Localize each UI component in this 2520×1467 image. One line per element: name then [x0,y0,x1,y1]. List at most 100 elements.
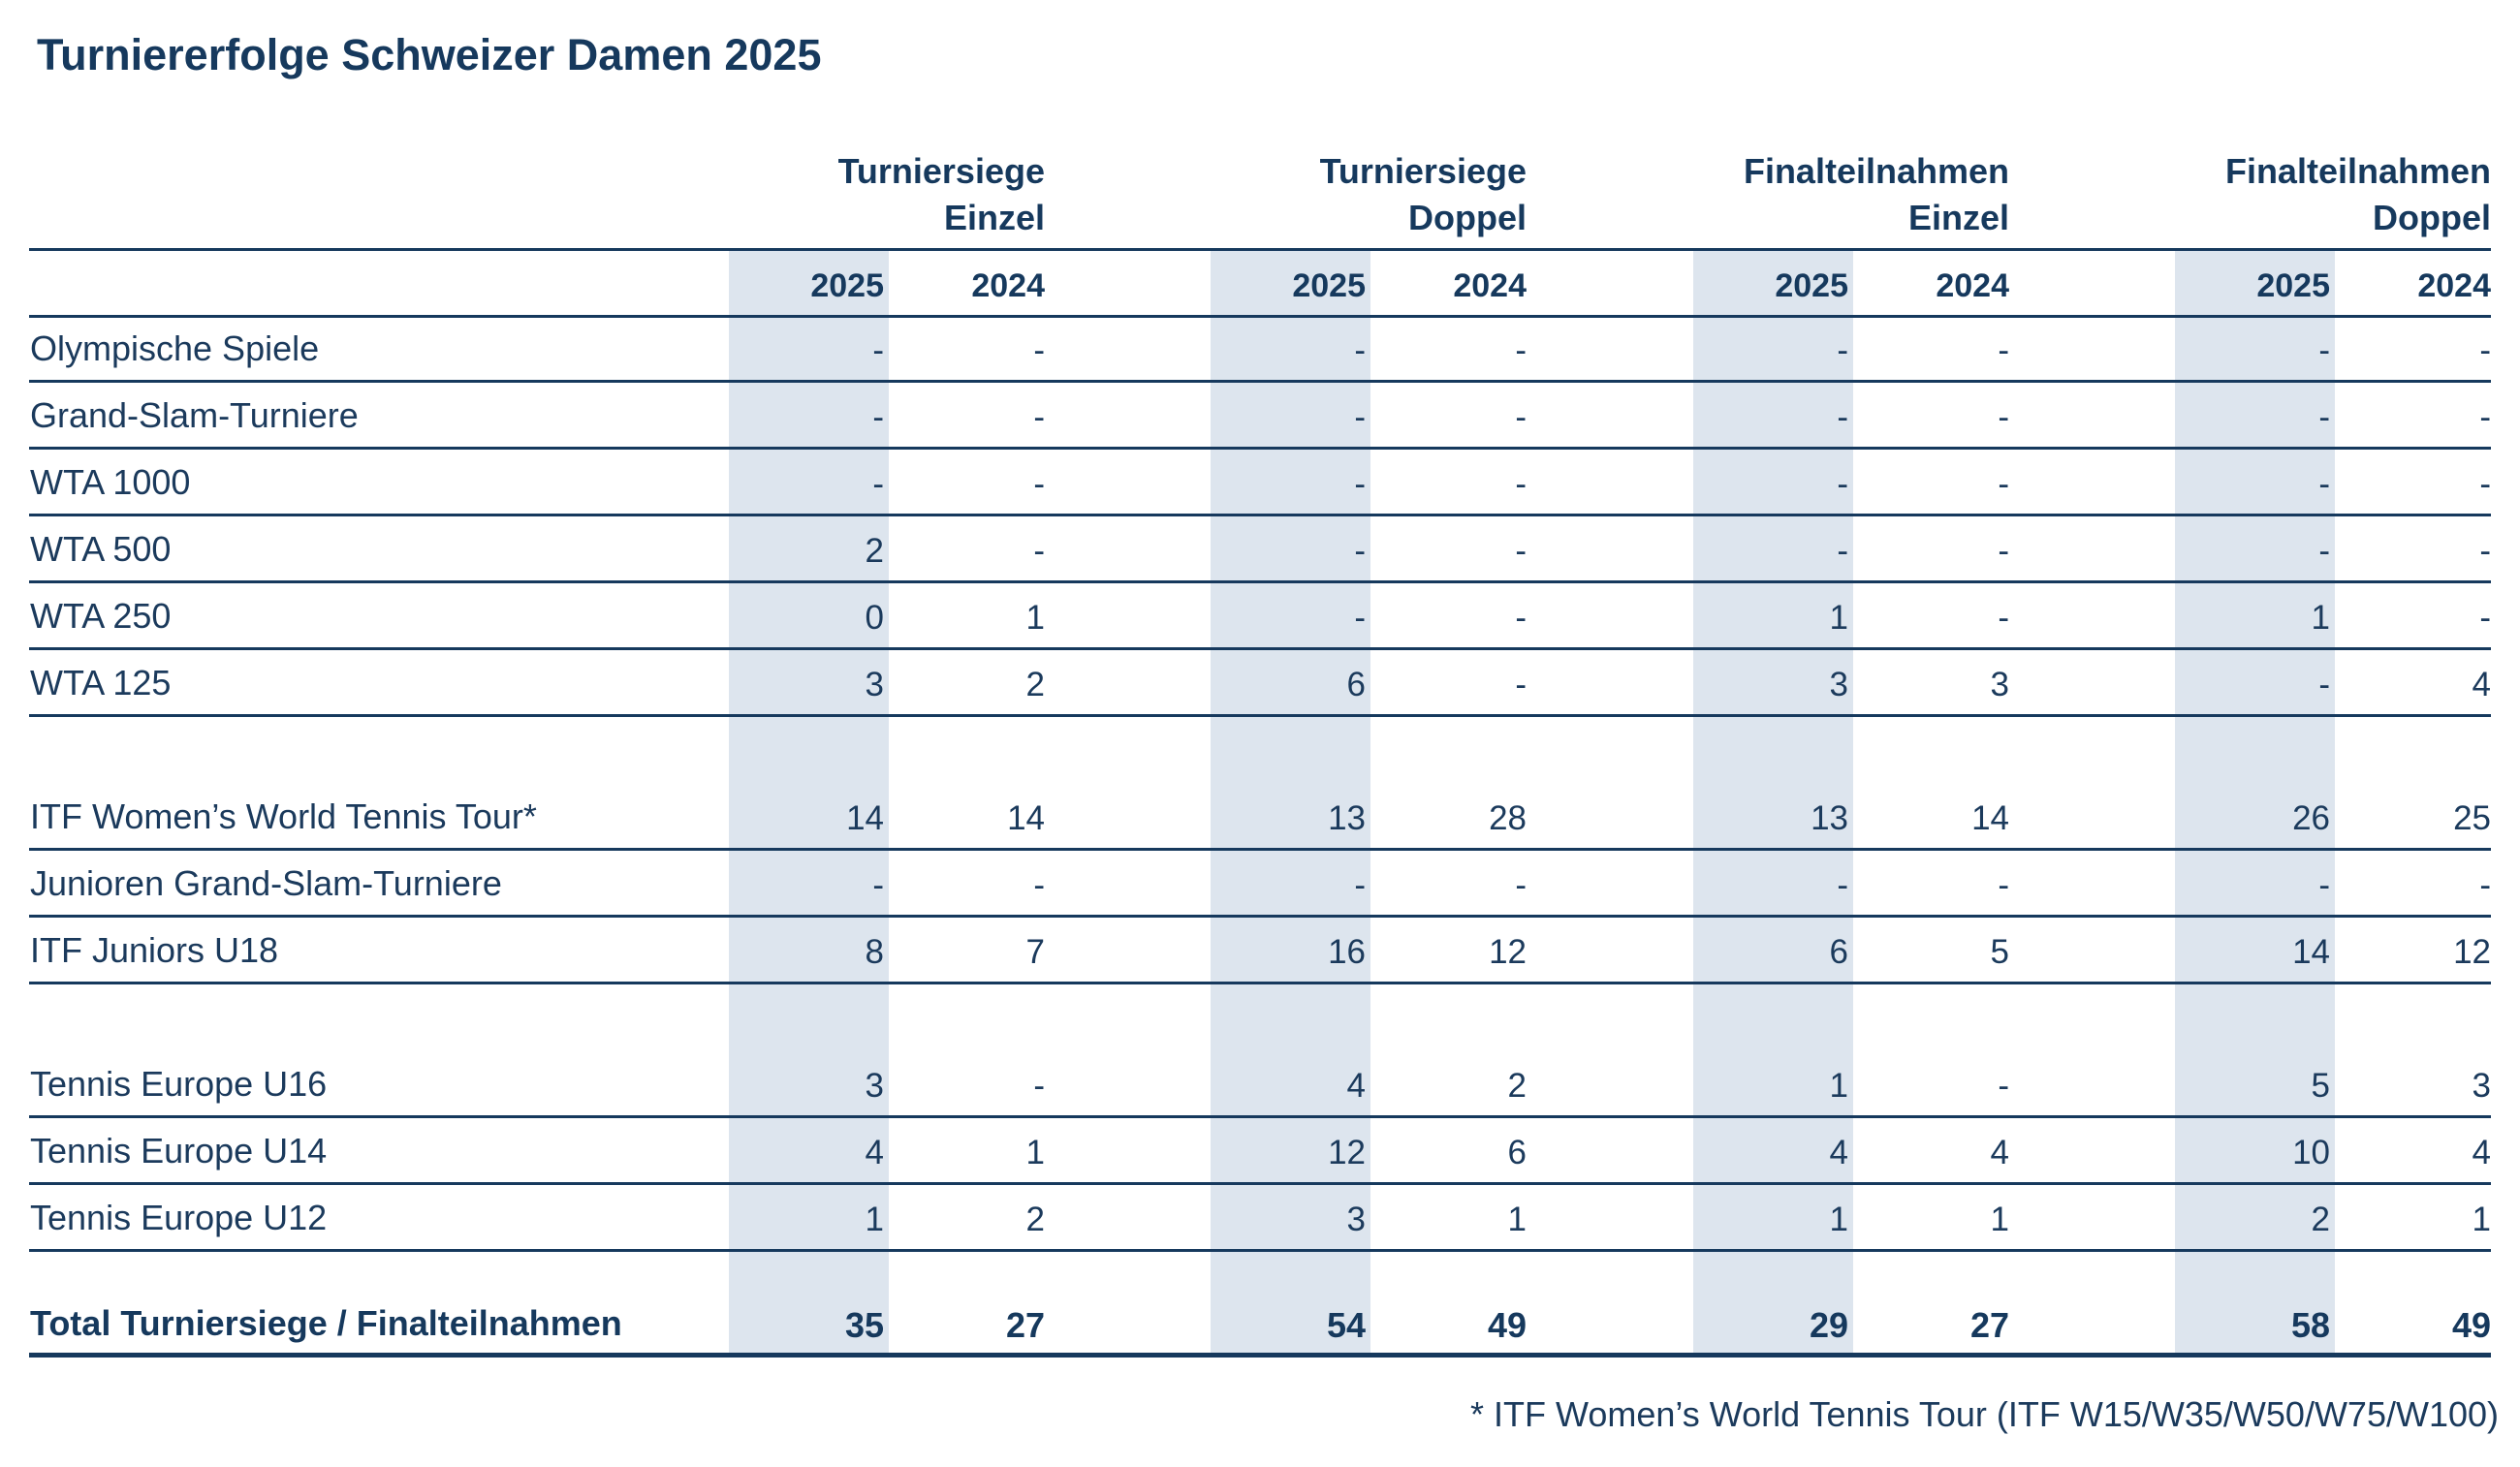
group-header-line2: Doppel [2373,198,2491,237]
table-cell: - [2318,532,2330,570]
group-header-line2: Doppel [1408,198,1527,237]
table-row: WTA 125 3 2 6 - 3 3 - 4 [0,651,2520,717]
table-row: Olympische Spiele - - - - - - - - [0,317,2520,383]
table-cell: 1 [2311,599,2330,637]
shade-column-4 [2175,250,2335,1353]
table-cell: - [2318,465,2330,503]
table-cell: 1 [1990,1201,2009,1238]
table-cell: - [1033,1067,1045,1105]
table-cell: 6 [1507,1134,1527,1171]
table-cell: - [2479,599,2491,637]
year-header: 2025 [810,267,884,304]
year-header-row: 2025 2024 2025 2024 2025 2024 2025 2024 [0,256,2520,316]
table-cell: - [1515,398,1527,436]
table-cell: 3 [865,666,884,703]
row-divider [29,647,2491,650]
table-cell: 10 [2292,1134,2330,1171]
table-row: Junioren Grand-Slam-Turniere - - - - - - - - [0,852,2520,918]
row-label: Grand-Slam-Turniere [30,395,359,435]
table-row: WTA 250 0 1 - - 1 - 1 - [0,584,2520,650]
table-cell: - [1515,666,1527,703]
table-cell: - [1354,465,1366,503]
table-cell: - [872,866,884,904]
table-cell: 49 [2451,1305,2491,1345]
table-cell: 13 [1328,799,1366,837]
table-row: WTA 1000 - - - - - - - - [0,451,2520,516]
table-cell: 3 [1346,1201,1366,1238]
table-cell: - [1033,331,1045,369]
table-cell: - [1837,331,1848,369]
row-label: Total Turniersiege / Finalteilnahmen [30,1303,622,1343]
table-row: Tennis Europe U16 3 - 4 2 1 - 5 3 [0,1052,2520,1118]
table-cell: 3 [1990,666,2009,703]
table-cell: - [1033,532,1045,570]
table-cell: 3 [865,1067,884,1105]
table-cell: 1 [1025,599,1045,637]
total-row: Total Turniersiege / Finalteilnahmen 35 … [0,1292,2520,1358]
year-header: 2024 [1453,267,1527,304]
year-rule [29,315,2491,318]
table-cell: - [872,331,884,369]
table-cell: 5 [1990,933,2009,971]
table-cell: - [1515,866,1527,904]
table-cell: - [1998,866,2009,904]
group-header-1: Turniersiege Einzel [764,148,1045,243]
table-cell: 49 [1487,1305,1527,1345]
table-cell: 27 [1969,1305,2009,1345]
table-cell: 25 [2453,799,2491,837]
table-cell: 5 [2311,1067,2330,1105]
table-cell: - [2318,331,2330,369]
table-cell: 58 [2290,1305,2330,1345]
table-cell: 4 [2472,1134,2491,1171]
row-divider [29,580,2491,583]
table-cell: 2 [1507,1067,1527,1105]
table-cell: - [1033,866,1045,904]
table-row: Grand-Slam-Turniere - - - - - - - - [0,384,2520,450]
year-header: 2024 [2417,267,2491,304]
table-cell: - [1998,465,2009,503]
table-cell: - [1354,398,1366,436]
table-cell: 0 [865,599,884,637]
table-cell: 3 [1829,666,1848,703]
table-cell: - [2479,532,2491,570]
table-cell: - [1354,866,1366,904]
table-cell: 12 [2453,933,2491,971]
table-cell: 6 [1829,933,1848,971]
table-cell: - [1837,532,1848,570]
row-divider [29,848,2491,851]
table-cell: - [1998,398,2009,436]
table-cell: 1 [1829,1201,1848,1238]
table-cell: 4 [1990,1134,2009,1171]
table-cell: 12 [1489,933,1527,971]
table-cell: - [872,465,884,503]
row-label: WTA 250 [30,596,172,636]
table-title: Turniererfolge Schweizer Damen 2025 [37,30,822,79]
shade-column-2 [1211,250,1370,1353]
group-header-line2: Einzel [943,198,1045,237]
row-label: WTA 500 [30,529,172,569]
row-divider [29,380,2491,383]
table-cell: - [1033,465,1045,503]
row-divider [29,1182,2491,1185]
table-cell: 35 [844,1305,884,1345]
table-cell: 1 [1829,599,1848,637]
year-header: 2025 [2256,267,2330,304]
table-cell: 1 [1025,1134,1045,1171]
table-cell: - [872,398,884,436]
group-header-line1: Turniersiege [1319,151,1527,191]
table-cell: 8 [865,933,884,971]
table-row: ITF Juniors U18 8 7 16 12 6 5 14 12 [0,919,2520,984]
table-cell: - [1837,398,1848,436]
table-cell: - [1354,532,1366,570]
group-header-line1: Turniersiege [837,151,1045,191]
table-cell: - [1515,599,1527,637]
table-cell: 28 [1489,799,1527,837]
table-cell: - [2318,866,2330,904]
table-cell: - [1515,465,1527,503]
table-cell: - [2479,465,2491,503]
table-cell: 54 [1326,1305,1366,1345]
table-cell: - [2479,398,2491,436]
table-cell: - [1998,331,2009,369]
table-row: WTA 500 2 - - - - - - - [0,517,2520,583]
row-divider [29,1115,2491,1118]
